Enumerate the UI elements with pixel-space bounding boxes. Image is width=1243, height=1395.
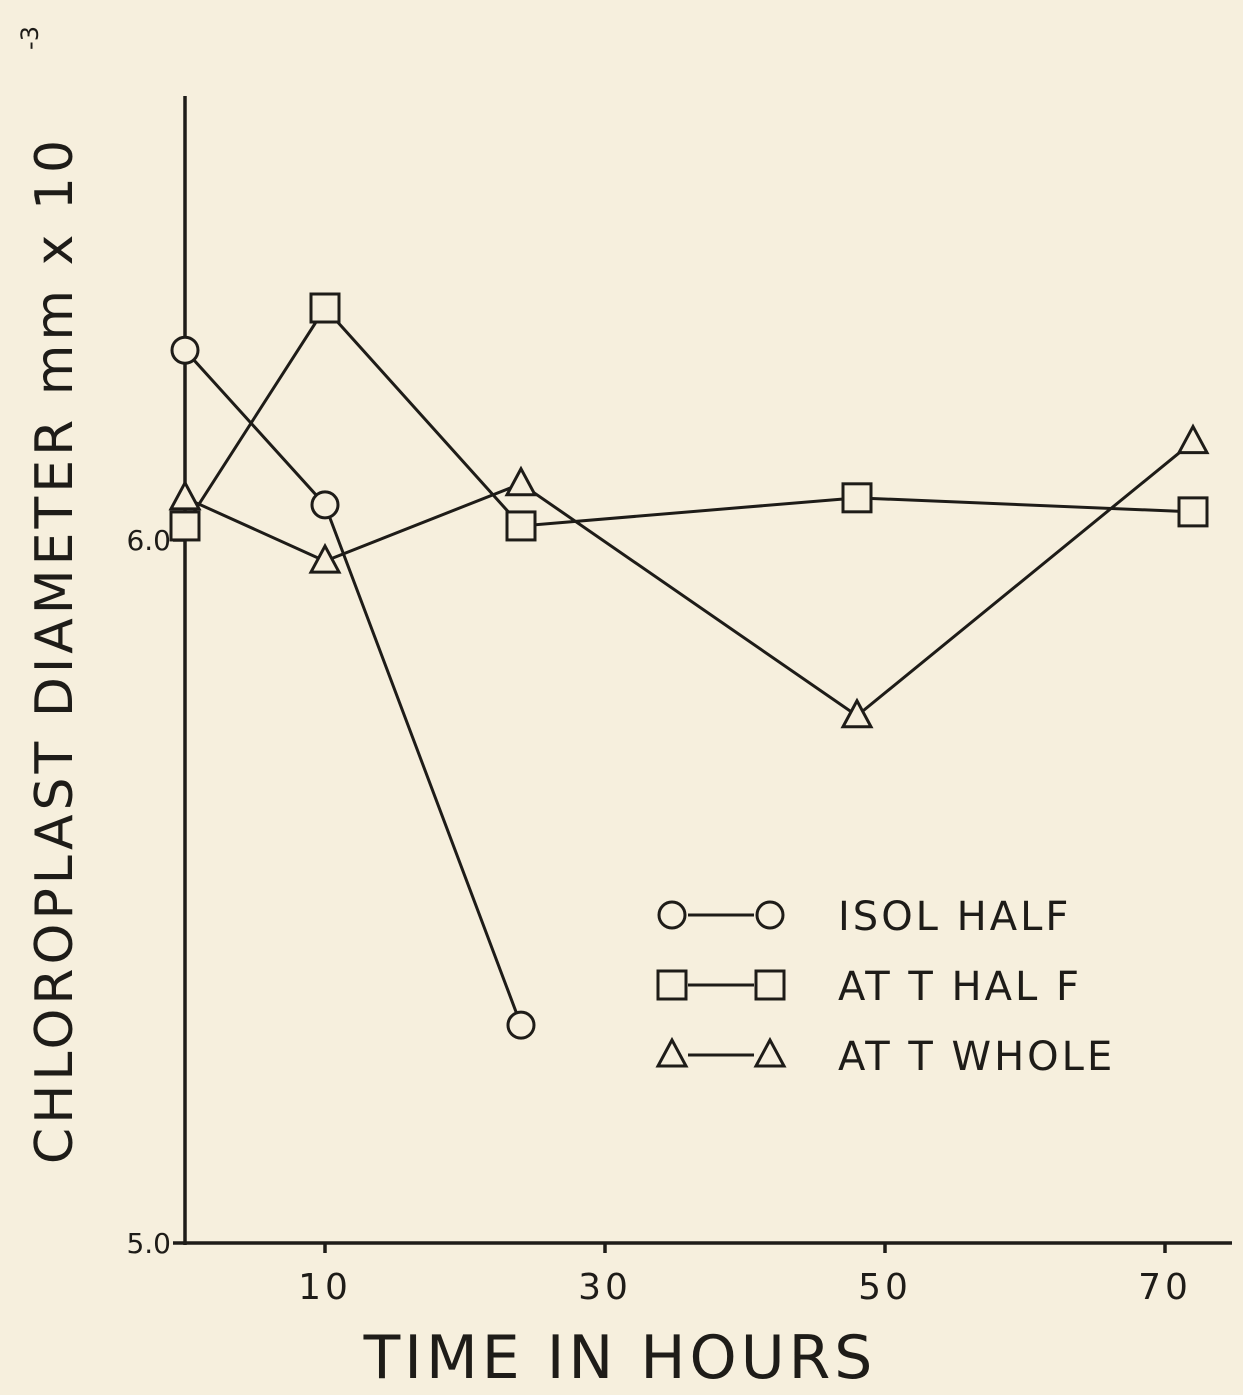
y-axis-exponent-group: -3 — [16, 26, 44, 50]
y-tick-label-5.0: 5.0 — [126, 1227, 171, 1260]
axes — [183, 96, 1232, 1245]
data-point-att-whole-3 — [840, 697, 874, 729]
series-att-half — [169, 292, 1209, 542]
y-tick-label-6.0: 6.0 — [126, 524, 171, 557]
legend-marker-right-square — [754, 969, 786, 1001]
y-axis-title-group: CHLOROPLAST DIAMETER mm x 10 — [25, 136, 85, 1164]
x-tick-label-10: 10 — [298, 1267, 352, 1308]
legend-marker-right-triangle — [753, 1036, 787, 1068]
data-point-att-whole-1 — [308, 542, 342, 574]
legend-item-square: AT T HAL F — [656, 964, 1082, 1010]
data-point-att-whole-0 — [168, 479, 202, 511]
legend-marker-left-circle — [657, 900, 687, 930]
series-isol-half — [170, 335, 536, 1040]
legend-label-triangle: AT T WHOLE — [838, 1034, 1115, 1080]
x-tick-label-70: 70 — [1138, 1267, 1192, 1308]
legend-marker-left-square — [656, 969, 688, 1001]
legend-item-circle: ISOL HALF — [657, 894, 1071, 940]
legend-marker-right-circle — [755, 900, 785, 930]
legend: ISOL HALF AT T HAL F AT T WHOLE — [655, 894, 1115, 1080]
legend-label-circle: ISOL HALF — [838, 894, 1071, 940]
series-layer — [168, 292, 1210, 1040]
data-point-att-half-0 — [169, 510, 201, 542]
series-line-att-whole — [184, 440, 1194, 718]
legend-label-square: AT T HAL F — [838, 964, 1082, 1010]
x-axis-title: TIME IN HOURS — [363, 1323, 877, 1393]
series-line-isol-half — [183, 349, 523, 1026]
data-point-isol-half-2 — [506, 1010, 536, 1040]
series-line-att-half — [183, 305, 1194, 528]
data-point-att-half-3 — [841, 482, 873, 514]
data-point-att-whole-2 — [504, 465, 538, 497]
data-point-att-whole-4 — [1176, 423, 1210, 455]
data-point-att-half-2 — [505, 510, 537, 542]
x-tick-label-30: 30 — [578, 1267, 632, 1308]
y-axis-title: CHLOROPLAST DIAMETER mm x 10 — [25, 136, 85, 1164]
legend-marker-left-triangle — [655, 1036, 689, 1068]
legend-item-triangle: AT T WHOLE — [655, 1034, 1115, 1080]
x-ticks: 10 30 50 70 — [298, 1243, 1192, 1308]
x-tick-label-50: 50 — [858, 1267, 912, 1308]
data-point-isol-half-0 — [170, 335, 200, 365]
data-point-isol-half-1 — [310, 490, 340, 520]
series-att-whole — [168, 423, 1210, 729]
data-point-att-half-1 — [309, 292, 341, 324]
data-point-att-half-4 — [1177, 496, 1209, 528]
y-ticks: 6.0 5.0 — [126, 524, 185, 1260]
y-axis-exponent: -3 — [16, 26, 44, 50]
